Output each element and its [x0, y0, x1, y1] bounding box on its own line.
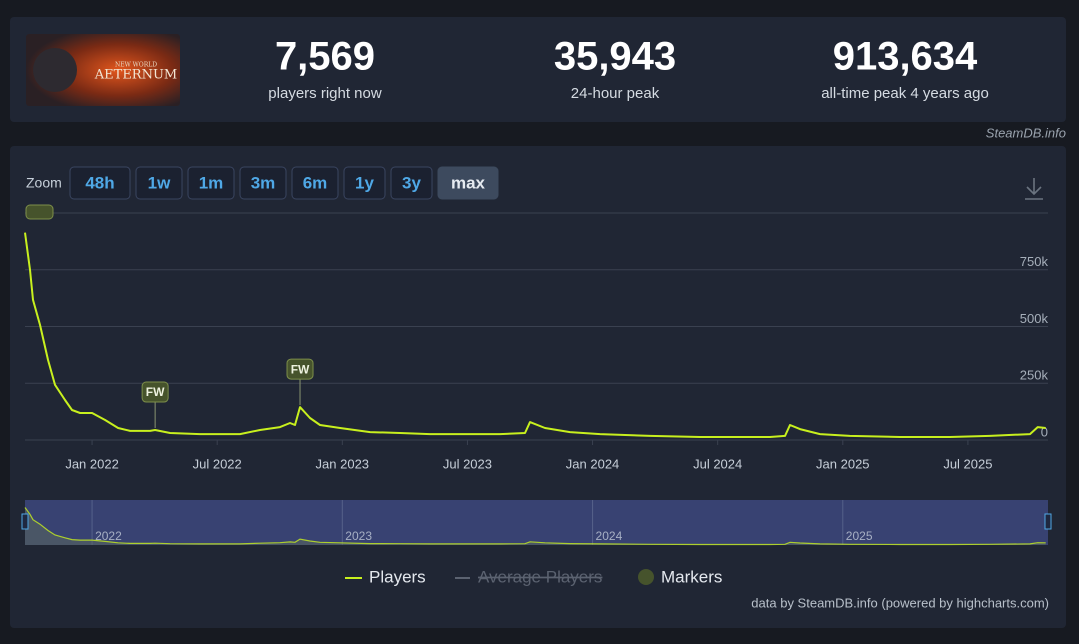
- game-logo-top: NEW WORLD: [115, 62, 157, 69]
- stat-value: 35,943: [554, 35, 676, 79]
- marker-label: FW: [291, 362, 310, 376]
- stat-label: 24-hour peak: [571, 85, 660, 102]
- stat-label: all-time peak 4 years ago: [821, 85, 989, 102]
- download-icon[interactable]: [1025, 178, 1043, 200]
- stat-value: 7,569: [275, 35, 375, 79]
- x-tick-label: Jul 2023: [443, 456, 492, 471]
- y-tick-label: 750k: [1020, 254, 1049, 269]
- zoom-button[interactable]: 3y: [390, 166, 433, 200]
- legend: Players Average Players Markers: [345, 567, 722, 586]
- x-tick-label: Jan 2025: [816, 456, 870, 471]
- zoom-button-bg: [291, 166, 339, 200]
- zoom-buttons: 48h 1w 1m 3m 6m 1y 3y max: [69, 166, 499, 200]
- marker-flag: [141, 381, 169, 403]
- navigator-bg: [25, 500, 1048, 545]
- x-tick-label: Jan 2024: [566, 456, 620, 471]
- marker-label: FW: [146, 385, 165, 399]
- y-tick-label: 250k: [1020, 368, 1049, 383]
- release-flag: [25, 204, 54, 220]
- navigator-tick-label: 2024: [596, 529, 623, 543]
- legend-item[interactable]: Markers: [638, 567, 722, 586]
- navigator-tick-label: 2025: [846, 529, 873, 543]
- stat-label: players right now: [268, 85, 382, 102]
- zoom-button-bg: [187, 166, 235, 200]
- zoom-button-label: 1m: [199, 173, 224, 192]
- zoom-button-bg: [239, 166, 287, 200]
- download-glyph: [1025, 178, 1043, 200]
- navigator-handle[interactable]: [21, 513, 29, 530]
- zoom-button-label: max: [451, 173, 486, 192]
- zoom-button-label: 3m: [251, 173, 276, 192]
- zoom-button-label: 48h: [85, 173, 114, 192]
- y-tick-label: 500k: [1020, 311, 1049, 326]
- navigator-tick-label: 2023: [345, 529, 372, 543]
- zoom-button-bg: [437, 166, 499, 200]
- x-tick-label: Jul 2025: [943, 456, 992, 471]
- zoom-button-label: 3y: [402, 173, 421, 192]
- zoom-label: Zoom: [26, 175, 62, 191]
- zoom-button-label: 6m: [303, 173, 328, 192]
- zoom-button-label: 1y: [355, 173, 374, 192]
- navigator-tick-label: 2022: [95, 529, 122, 543]
- event-marker[interactable]: FW: [141, 381, 169, 429]
- navigator-line: [24, 507, 1046, 546]
- zoom-button-label: 1w: [148, 173, 171, 192]
- zoom-button[interactable]: 3m: [239, 166, 287, 200]
- zoom-button[interactable]: 1y: [343, 166, 386, 200]
- credit[interactable]: data by SteamDB.info (powered by highcha…: [751, 595, 1049, 610]
- players-line: [24, 232, 1046, 438]
- x-tick-label: Jul 2022: [193, 456, 242, 471]
- x-tick-label: Jul 2024: [693, 456, 742, 471]
- zoom-button-bg: [69, 166, 131, 200]
- zoom-button-bg: [135, 166, 183, 200]
- legend-label: Players: [369, 567, 426, 586]
- x-tick-label: Jan 2023: [316, 456, 370, 471]
- y-tick-label: 0: [1041, 424, 1048, 439]
- event-marker[interactable]: FW: [286, 358, 314, 406]
- legend-label: Average Players: [478, 567, 602, 586]
- stats: 7,569 players right now 35,943 24-hour peak…: [268, 35, 988, 102]
- legend-item[interactable]: Players: [345, 567, 426, 586]
- zoom-button-bg: [390, 166, 433, 200]
- stat-value: 913,634: [833, 35, 978, 79]
- zoom-button[interactable]: 6m: [291, 166, 339, 200]
- source-link[interactable]: SteamDB.info: [986, 125, 1066, 140]
- zoom-button-bg: [343, 166, 386, 200]
- zoom-button[interactable]: 1w: [135, 166, 183, 200]
- game-logo: AETERNUM: [94, 68, 177, 83]
- legend-label: Markers: [661, 567, 722, 586]
- legend-item[interactable]: Average Players: [455, 567, 602, 586]
- stats-panel: [10, 17, 1066, 122]
- x-tick-label: Jan 2022: [65, 456, 119, 471]
- navigator-handle[interactable]: [1044, 513, 1052, 530]
- zoom-button[interactable]: 1m: [187, 166, 235, 200]
- game-image-figure: [33, 48, 77, 92]
- marker-flag: [286, 358, 314, 380]
- zoom-button[interactable]: 48h: [69, 166, 131, 200]
- legend-swatch: [638, 569, 654, 585]
- chart: 0 250k 500k 750k Jan 2022 Jul 2022 Jan 2023 Jul…: [21, 204, 1052, 610]
- zoom-button[interactable]: max: [437, 166, 499, 200]
